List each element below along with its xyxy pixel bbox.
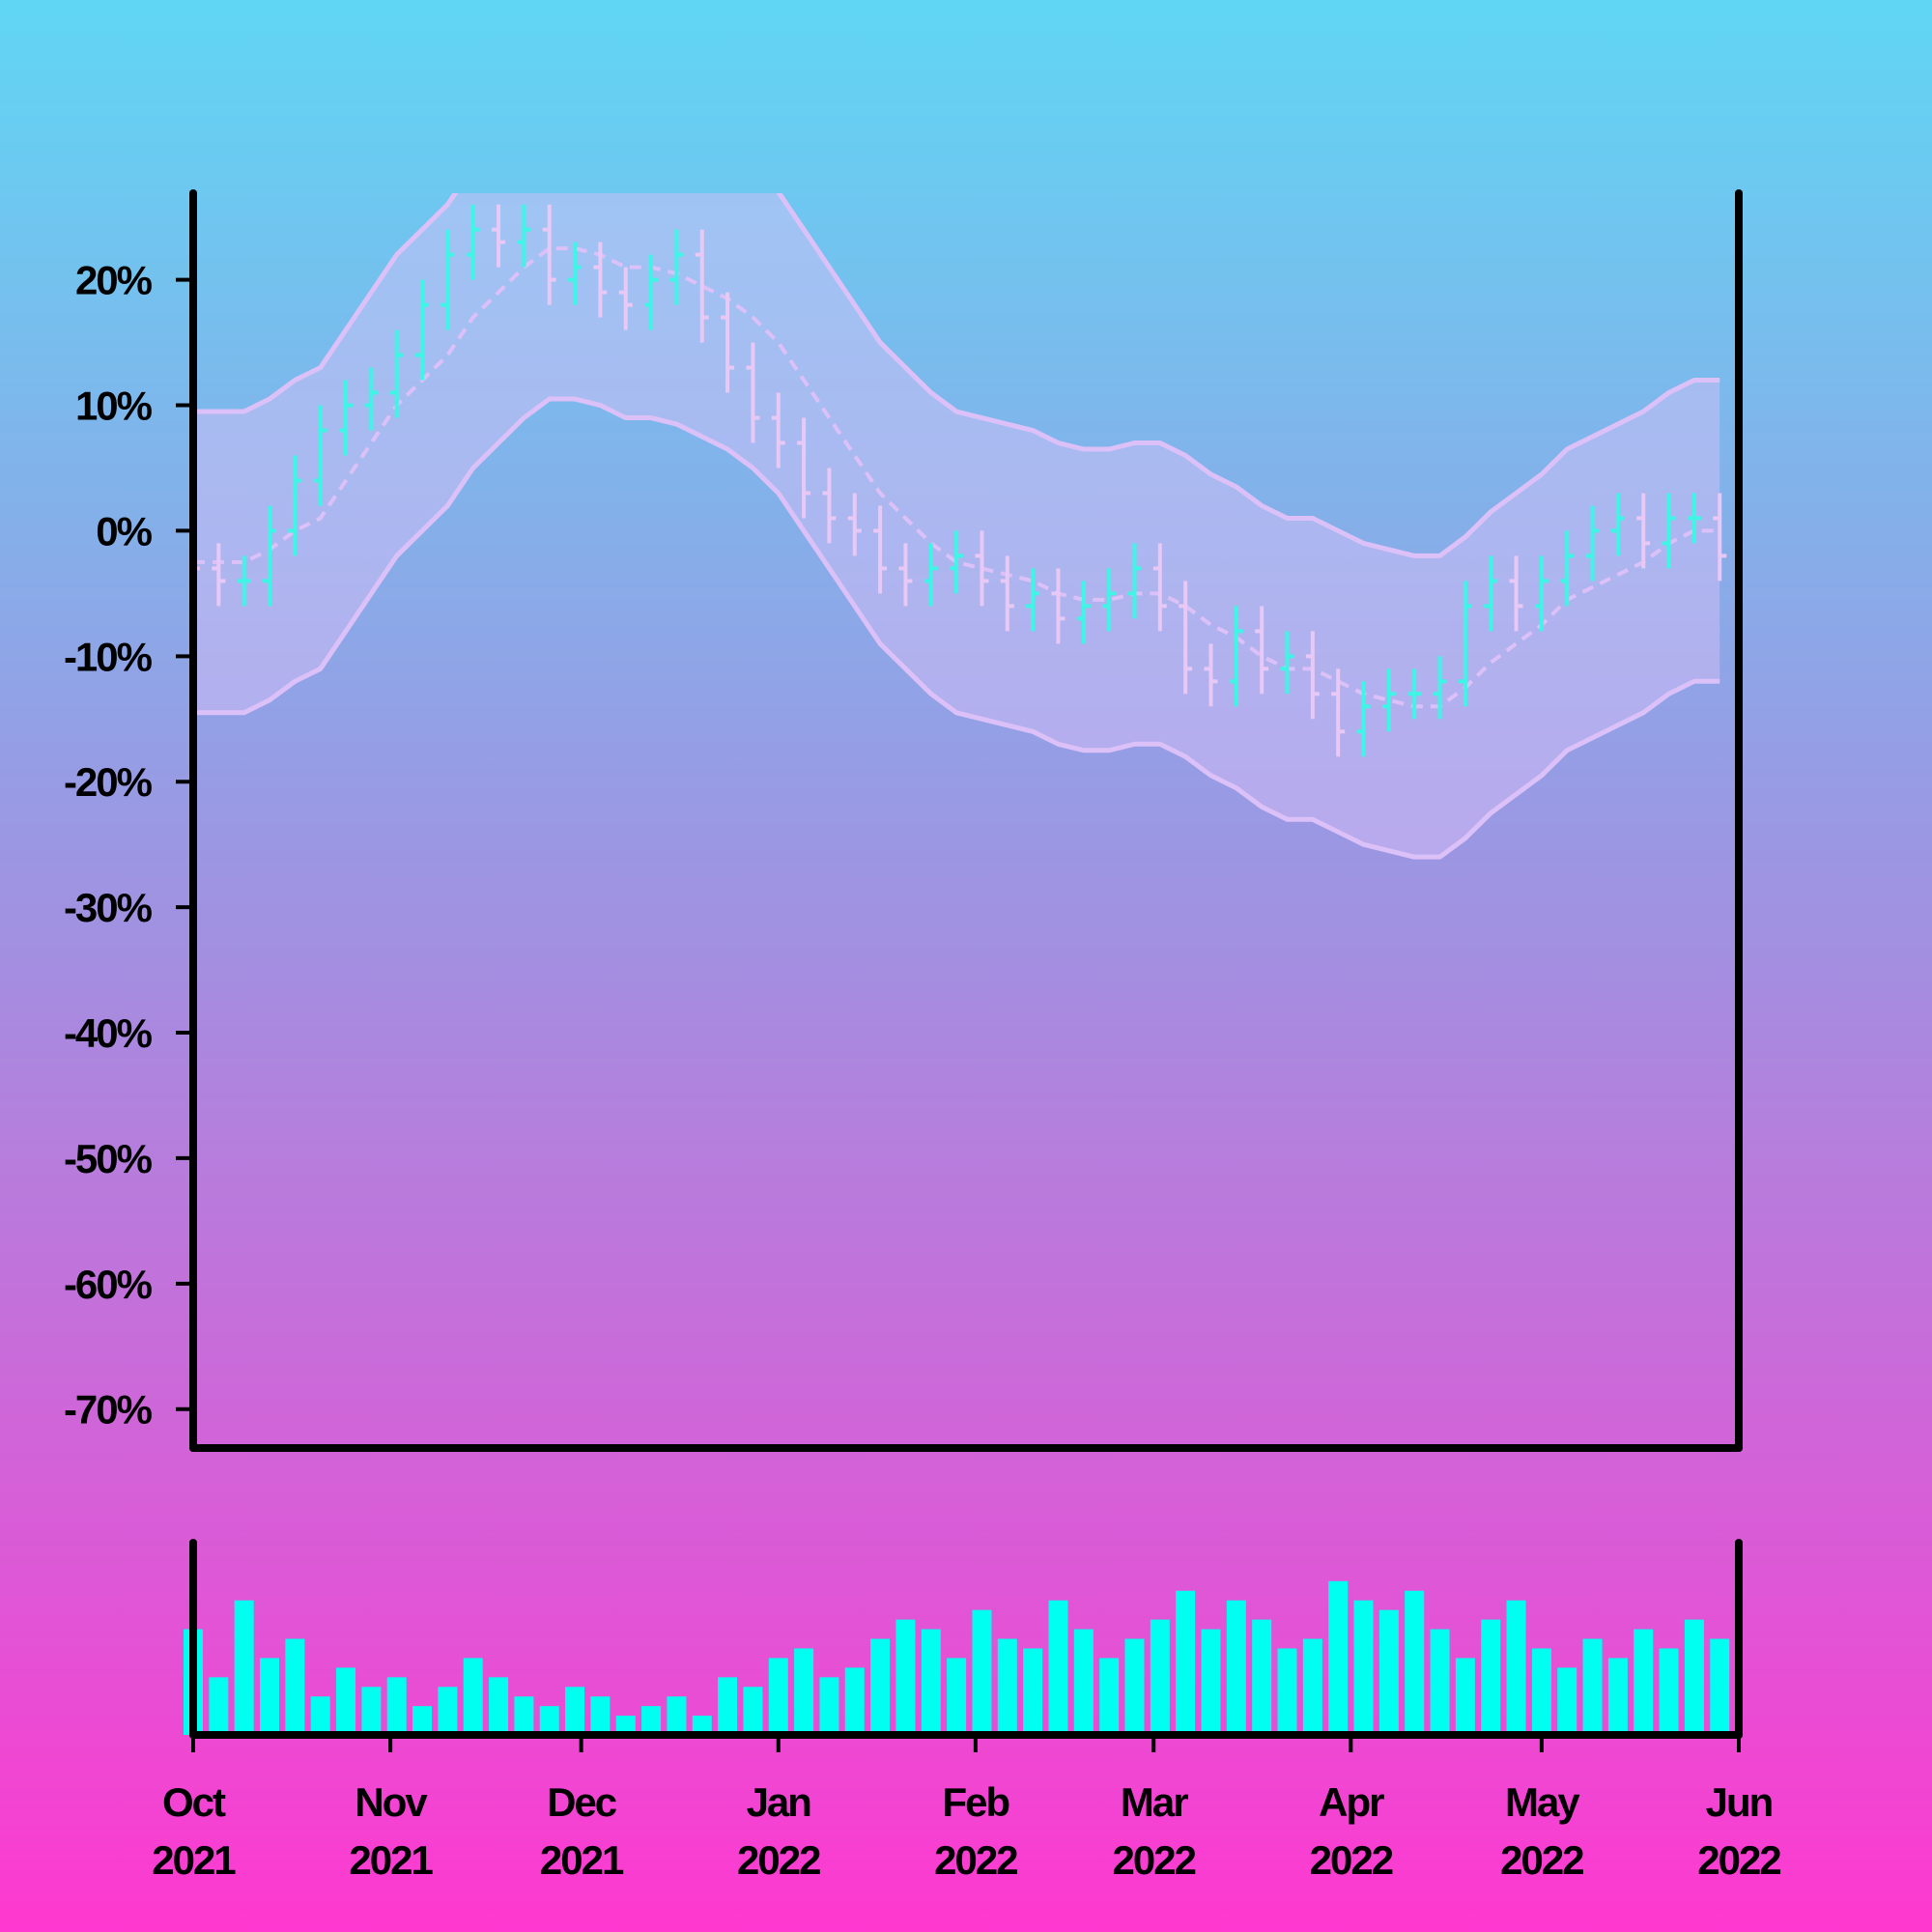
volume-bar	[1684, 1619, 1704, 1735]
volume-bar	[844, 1667, 865, 1735]
x-tick-label: Feb 2022	[934, 1779, 1017, 1883]
volume-bar	[1124, 1638, 1145, 1735]
volume-bar	[667, 1696, 687, 1735]
volume-bar	[1455, 1658, 1475, 1735]
y-tick-label: -60%	[64, 1262, 153, 1307]
y-tick-label: 10%	[75, 384, 153, 429]
volume-bar	[514, 1696, 534, 1735]
volume-bar	[1405, 1590, 1425, 1735]
volume-bar	[336, 1667, 356, 1735]
x-tick-label: Jun 2022	[1697, 1779, 1780, 1883]
volume-bar	[692, 1716, 712, 1735]
y-tick-label: -70%	[64, 1387, 153, 1433]
volume-bar	[1634, 1629, 1654, 1735]
volume-bar	[386, 1677, 407, 1735]
x-tick-label: Nov 2021	[349, 1779, 433, 1883]
volume-bar	[1582, 1638, 1603, 1735]
volume-bar	[310, 1696, 330, 1735]
x-tick-label: May 2022	[1500, 1779, 1583, 1883]
volume-bar	[489, 1677, 509, 1735]
volume-bar	[1226, 1600, 1246, 1735]
volume-bar	[1378, 1609, 1399, 1735]
volume-bar	[1099, 1658, 1120, 1735]
volume-bar	[819, 1677, 839, 1735]
volume-bar	[895, 1619, 916, 1735]
volume-bar	[972, 1609, 992, 1735]
volume-bar	[1607, 1658, 1628, 1735]
volume-bar	[743, 1687, 763, 1735]
y-tick-label: -20%	[64, 759, 153, 805]
volume-bar	[285, 1638, 305, 1735]
y-tick-label: -50%	[64, 1136, 153, 1181]
volume-bar	[1506, 1600, 1526, 1735]
volume-bar	[1353, 1600, 1374, 1735]
volume-bar	[438, 1687, 458, 1735]
volume-bar	[1201, 1629, 1221, 1735]
axes: 20% 10% 0% -10% -20% -30% -40% -50% -60% -70% Oct 2…	[64, 189, 1782, 1883]
y-tick-label: -40%	[64, 1010, 153, 1056]
volume-bar	[1277, 1648, 1297, 1735]
volume-bar	[997, 1638, 1017, 1735]
volume-bar	[1176, 1590, 1196, 1735]
volume-bar	[870, 1638, 891, 1735]
y-tick-label: -10%	[64, 634, 153, 679]
volume-bar	[921, 1629, 941, 1735]
volume-bar	[1531, 1648, 1551, 1735]
volume-bar	[1252, 1619, 1272, 1735]
volume-bar	[1150, 1619, 1170, 1735]
volume-bar	[1302, 1638, 1322, 1735]
volume-bar	[1557, 1667, 1577, 1735]
x-tick-label: Oct 2021	[152, 1779, 236, 1883]
volume-panel	[184, 1580, 1730, 1735]
y-tick-label: -30%	[64, 885, 153, 930]
volume-bar	[718, 1677, 738, 1735]
volume-bar	[1328, 1580, 1349, 1735]
volume-bar	[947, 1658, 967, 1735]
volume-bar	[539, 1706, 559, 1735]
volume-bar	[463, 1658, 483, 1735]
volume-bar	[641, 1706, 662, 1735]
volume-bar	[768, 1658, 788, 1735]
volume-bar	[1710, 1638, 1730, 1735]
volume-bar	[1073, 1629, 1094, 1735]
volume-bar	[565, 1687, 585, 1735]
band-upper-line	[193, 193, 1720, 558]
volume-bar	[209, 1677, 229, 1735]
volume-bar	[234, 1600, 254, 1735]
volume-bar	[412, 1706, 433, 1735]
x-tick-label: Dec 2021	[540, 1779, 624, 1883]
volume-bar	[1430, 1629, 1450, 1735]
x-tick-label: Mar 2022	[1113, 1779, 1196, 1883]
volume-bar	[1481, 1619, 1501, 1735]
volume-bar	[1659, 1648, 1679, 1735]
volume-bar	[794, 1648, 814, 1735]
volume-bar	[1048, 1600, 1068, 1735]
volume-bar	[361, 1687, 382, 1735]
volume-bar	[615, 1716, 636, 1735]
y-tick-label: 20%	[75, 258, 153, 303]
y-tick-label: 0%	[96, 508, 152, 554]
volume-bar	[1023, 1648, 1043, 1735]
volume-bar	[590, 1696, 611, 1735]
x-tick-label: Apr 2022	[1310, 1779, 1393, 1883]
volume-bar	[260, 1658, 280, 1735]
price-panel	[193, 193, 1727, 860]
x-tick-label: Jan 2022	[737, 1779, 820, 1883]
band-lower-line	[193, 396, 1720, 860]
